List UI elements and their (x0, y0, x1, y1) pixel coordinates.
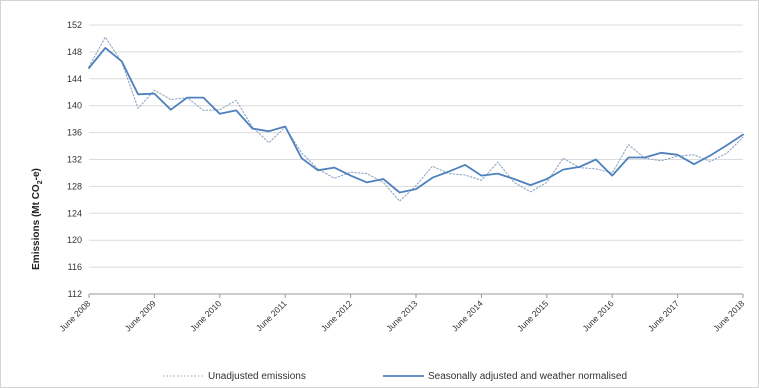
y-tick-label: 124 (67, 208, 82, 218)
x-tick-label: June 2009 (123, 298, 158, 333)
x-tick-label: June 2015 (515, 298, 550, 333)
y-tick-label: 144 (67, 74, 82, 84)
y-tick-label: 132 (67, 155, 82, 165)
y-tick-label: 112 (68, 289, 82, 299)
y-axis-label: Emissions (Mt CO2-e) (31, 168, 44, 270)
series-group (88, 36, 744, 202)
x-tick-label: June 2010 (188, 298, 223, 333)
x-tick-label: June 2008 (57, 298, 92, 333)
gridlines (89, 24, 743, 268)
x-tick-label: June 2018 (711, 298, 746, 333)
x-tick-label: June 2013 (384, 298, 419, 333)
x-tick-label: June 2012 (319, 298, 354, 333)
y-tick-label: 148 (67, 47, 82, 57)
y-axis-ticks: 112 116 120 124 128 132 136 140 144 148 152 (67, 20, 82, 299)
x-tick-label: June 2014 (450, 298, 485, 333)
y-tick-label: 152 (67, 20, 82, 30)
y-tick-label: 116 (68, 262, 82, 272)
x-axis-ticks: June 2008 June 2009 June 2010 June 2011 June… (57, 294, 747, 333)
y-tick-label: 136 (67, 128, 82, 138)
legend: Unadjusted emissions Seasonally adjusted… (163, 371, 627, 382)
x-tick-label: June 2017 (646, 298, 681, 333)
x-tick-label: June 2011 (254, 298, 289, 333)
series-line-adjusted (88, 47, 744, 194)
y-tick-label: 140 (67, 101, 82, 111)
y-tick-label: 120 (67, 235, 82, 245)
y-tick-label: 128 (67, 181, 82, 191)
x-tick-label: June 2016 (580, 298, 615, 333)
legend-label-adjusted: Seasonally adjusted and weather normalis… (428, 371, 627, 382)
legend-label-unadjusted: Unadjusted emissions (208, 371, 306, 382)
series-line-unadjusted (88, 36, 744, 202)
